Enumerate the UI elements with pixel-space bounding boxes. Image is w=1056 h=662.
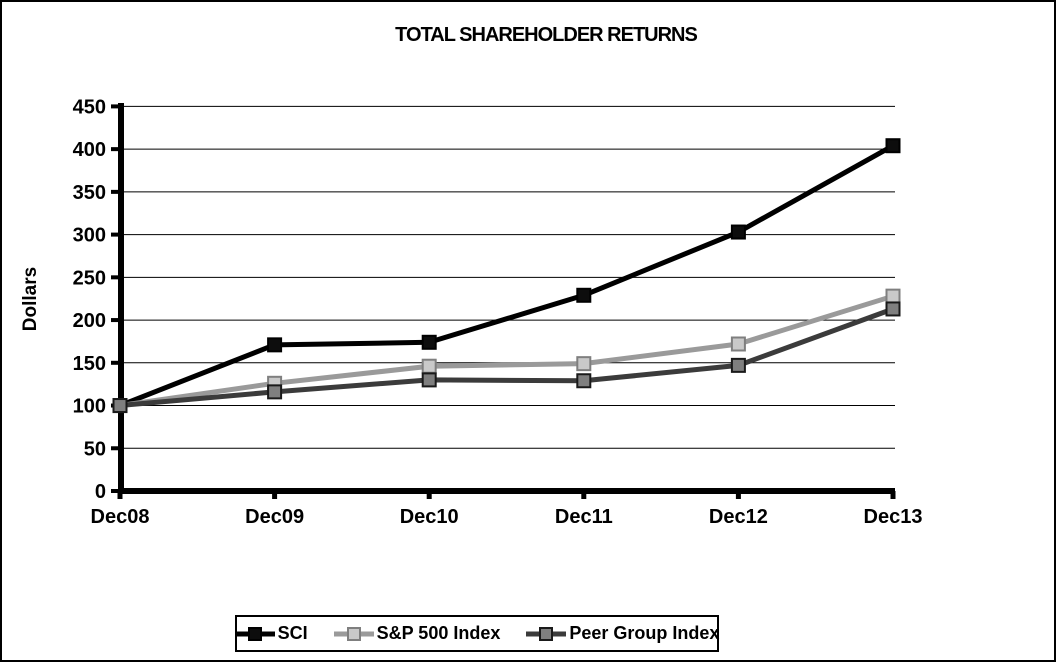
y-tick-label: 250 bbox=[73, 267, 106, 289]
y-axis-tick bbox=[111, 360, 121, 365]
legend-swatch-peer-group-index bbox=[526, 626, 567, 641]
data-point-marker-sci bbox=[421, 334, 437, 350]
y-axis-tick bbox=[111, 189, 121, 194]
data-point-marker-sci bbox=[267, 337, 283, 353]
data-point-marker-peer-group-index bbox=[885, 301, 901, 317]
y-tick-label: 400 bbox=[73, 139, 106, 161]
x-axis-tick bbox=[272, 491, 278, 499]
data-point-marker-peer-group-index bbox=[267, 384, 283, 400]
y-tick-label: 0 bbox=[95, 481, 106, 503]
x-tick-label: Dec09 bbox=[245, 506, 304, 528]
legend-label: S&P 500 Index bbox=[376, 623, 501, 643]
data-point-marker-peer-group-index bbox=[421, 372, 437, 388]
x-axis-tick bbox=[890, 491, 896, 499]
legend-label: SCI bbox=[277, 623, 308, 643]
legend-swatch-sci bbox=[234, 626, 275, 641]
series-line-sci bbox=[119, 143, 895, 408]
data-point-marker-peer-group-index bbox=[576, 373, 592, 389]
data-point-marker-peer-group-index bbox=[112, 398, 128, 414]
x-axis-tick bbox=[581, 491, 587, 499]
y-tick-label: 150 bbox=[73, 353, 106, 375]
y-tick-label: 300 bbox=[73, 225, 106, 247]
legend-item-sci: SCI bbox=[234, 623, 308, 644]
y-tick-label: 450 bbox=[73, 96, 106, 118]
data-point-marker-s-p-500-index bbox=[885, 288, 901, 304]
y-axis-tick bbox=[111, 104, 121, 109]
data-point-marker-sci bbox=[730, 224, 746, 240]
y-axis-tick bbox=[111, 232, 121, 237]
legend-item-s-p-500-index: S&P 500 Index bbox=[333, 623, 501, 644]
series-line-s-p-500-index bbox=[119, 293, 894, 409]
y-tick-label: 200 bbox=[73, 310, 106, 332]
data-point-marker-s-p-500-index bbox=[576, 356, 592, 372]
y-tick-label: 350 bbox=[73, 182, 106, 204]
legend-label: Peer Group Index bbox=[569, 623, 720, 643]
x-axis-line bbox=[118, 488, 895, 494]
x-tick-label: Dec08 bbox=[91, 506, 150, 528]
data-point-marker-s-p-500-index bbox=[421, 358, 437, 374]
y-axis-tick bbox=[111, 275, 121, 280]
y-axis-tick bbox=[111, 147, 121, 152]
legend-swatch-s-p-500-index bbox=[333, 626, 374, 641]
x-axis-tick bbox=[735, 491, 741, 499]
x-axis-tick bbox=[426, 491, 432, 499]
data-point-marker-sci bbox=[576, 287, 592, 303]
y-axis-line bbox=[118, 103, 124, 494]
y-tick-label: 50 bbox=[84, 438, 106, 460]
y-axis-tick bbox=[111, 489, 121, 493]
y-tick-label: 100 bbox=[73, 396, 106, 418]
series-line-peer-group-index bbox=[119, 306, 894, 409]
y-axis-tick bbox=[111, 318, 121, 323]
x-tick-label: Dec12 bbox=[709, 506, 768, 528]
data-point-marker-s-p-500-index bbox=[730, 336, 746, 352]
data-point-marker-sci bbox=[885, 138, 901, 154]
y-axis-tick bbox=[111, 446, 121, 451]
x-axis-tick bbox=[117, 491, 123, 499]
legend-item-peer-group-index: Peer Group Index bbox=[526, 623, 719, 644]
x-tick-label: Dec11 bbox=[555, 506, 613, 528]
data-point-marker-peer-group-index bbox=[730, 357, 746, 373]
x-tick-label: Dec13 bbox=[864, 506, 923, 528]
legend: SCI S&P 500 Index Peer Group Index bbox=[234, 615, 719, 652]
chart-title: TOTAL SHAREHOLDER RETURNS bbox=[395, 24, 698, 46]
x-tick-label: Dec10 bbox=[400, 506, 459, 528]
